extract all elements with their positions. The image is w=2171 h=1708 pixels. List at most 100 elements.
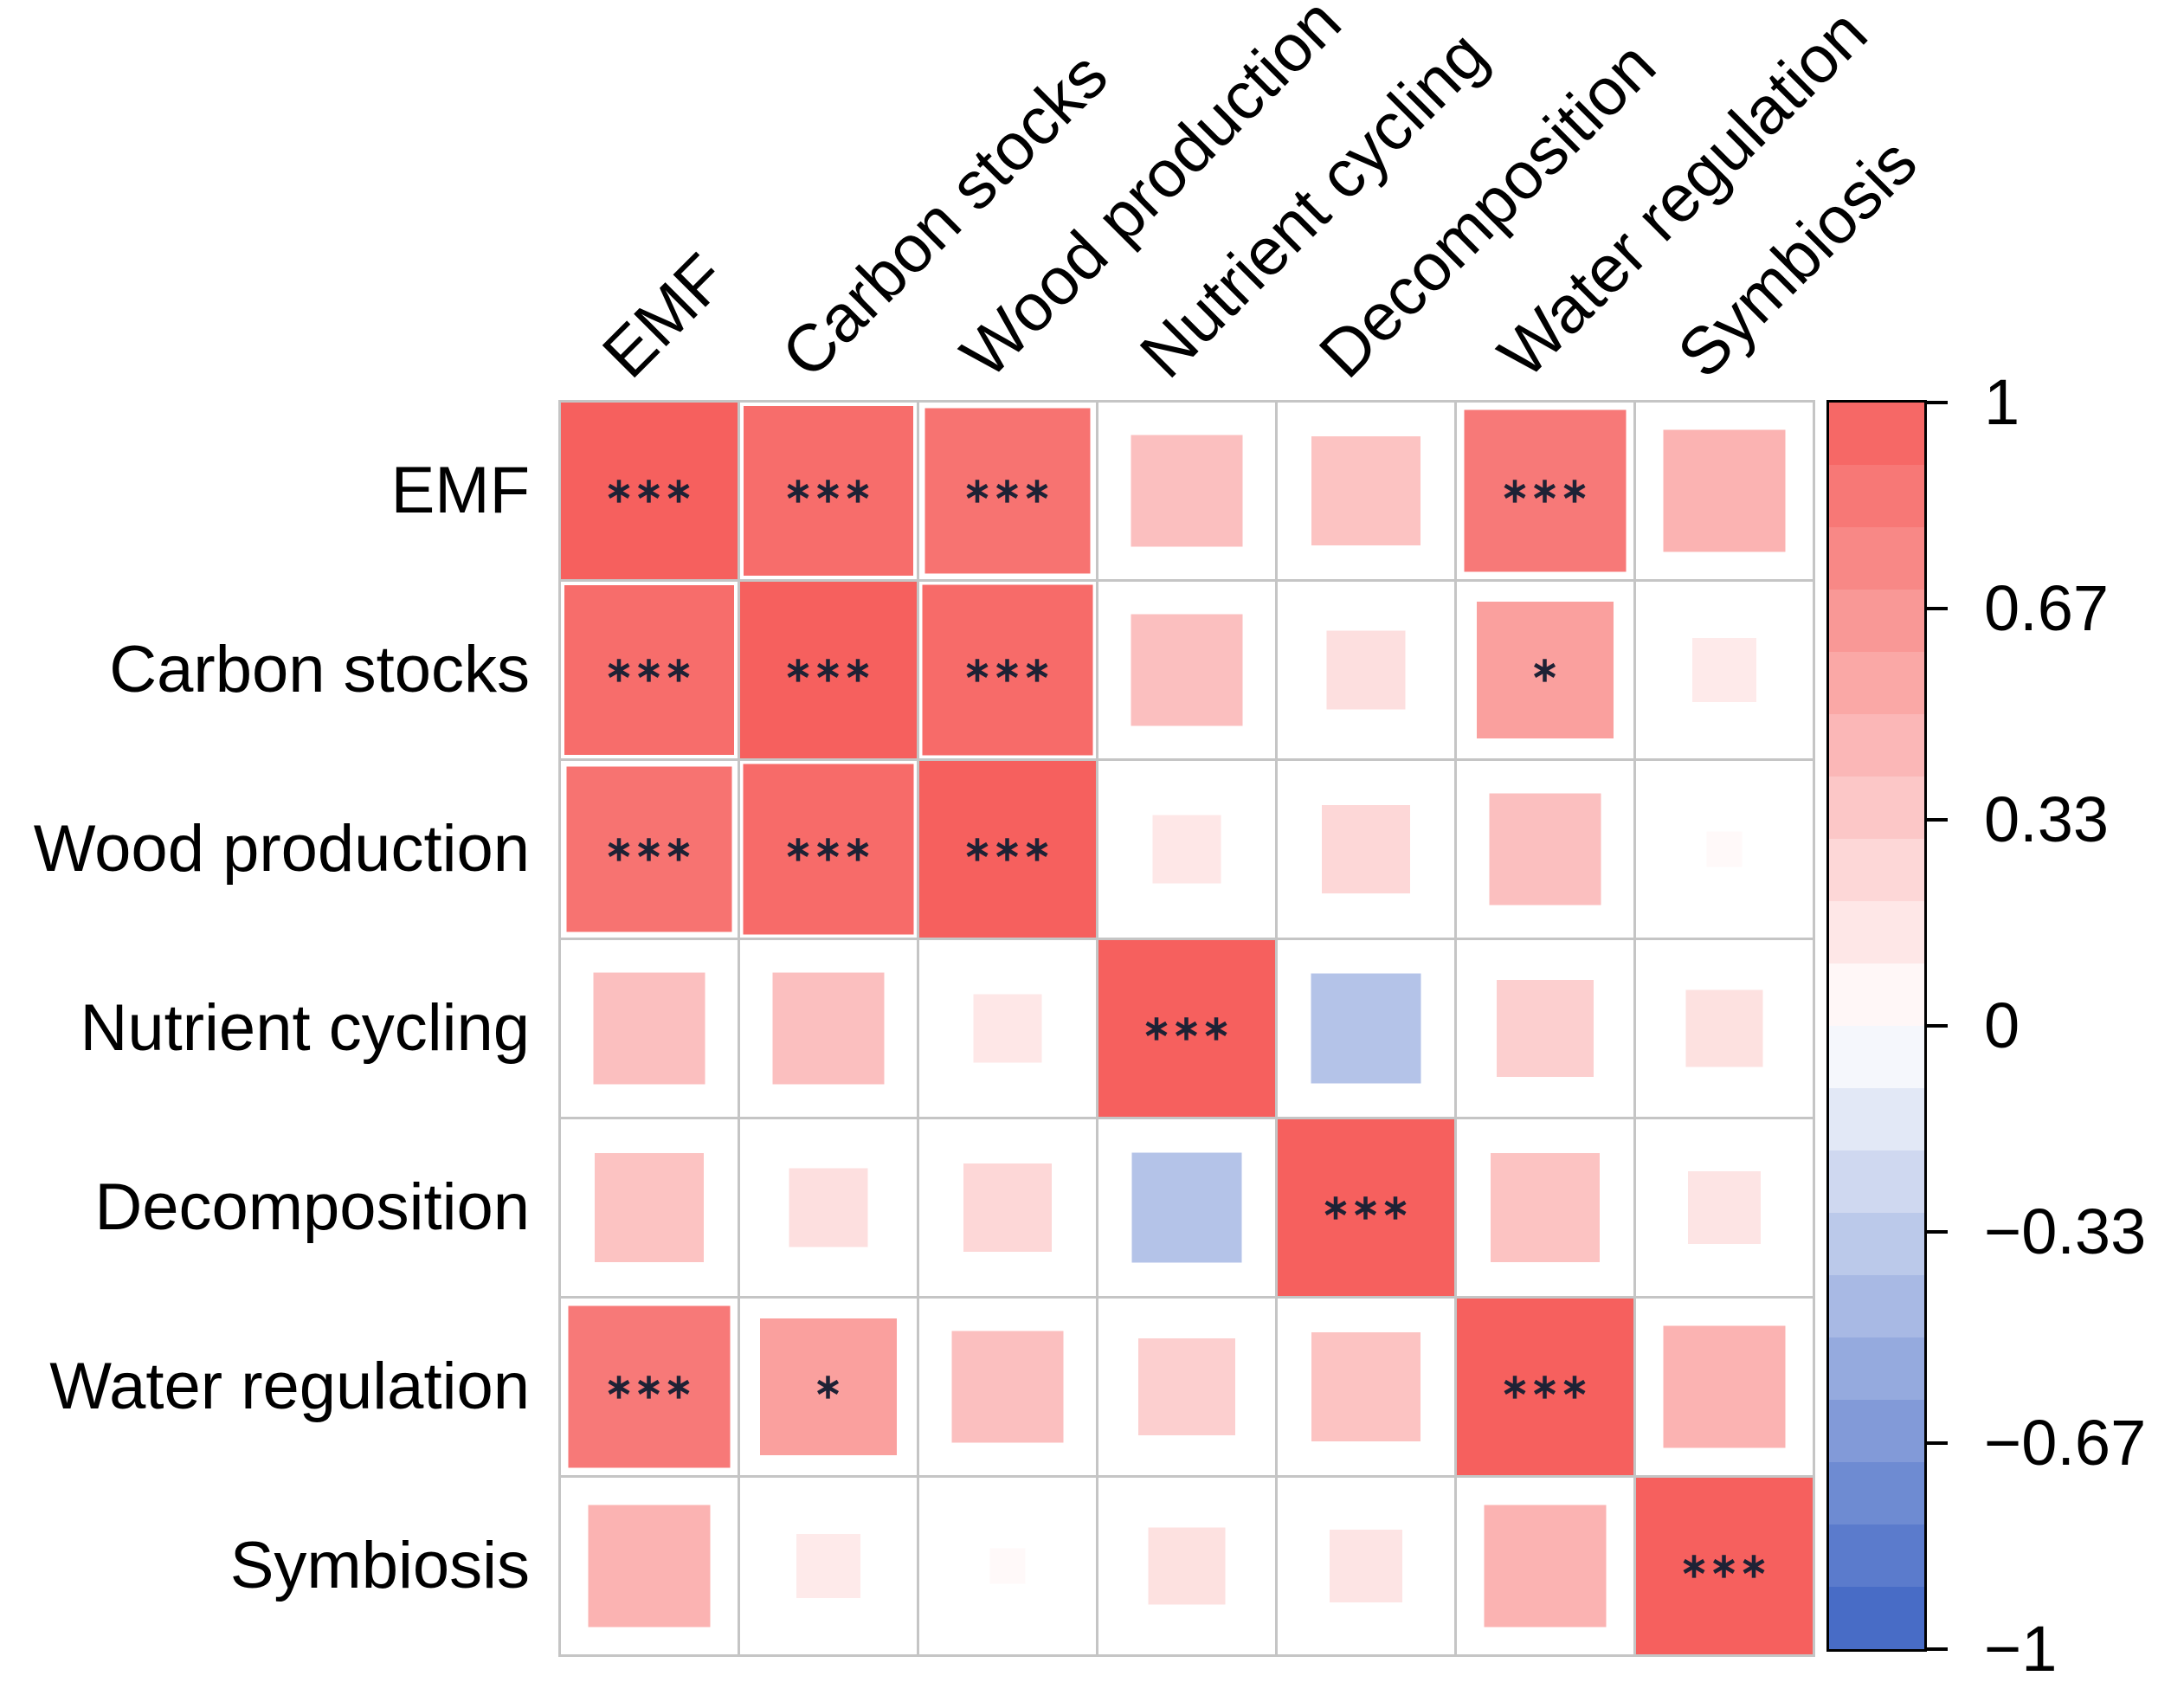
significance-stars: ∗∗∗: [963, 830, 1053, 868]
correlation-square: [1311, 436, 1420, 545]
significance-stars: ∗∗∗: [1142, 1009, 1232, 1047]
correlation-square: [1322, 805, 1410, 893]
colorbar: [1826, 400, 1927, 1652]
matrix-cell-r5c2: [740, 1119, 917, 1296]
matrix-cell-r1c3: ∗∗∗: [919, 403, 1096, 579]
correlation-square: [963, 1163, 1052, 1252]
significance-stars: ∗∗∗: [604, 651, 694, 689]
colorbar-segment: [1829, 777, 1924, 839]
correlation-square: [1457, 1299, 1633, 1475]
correlation-square: [1663, 1325, 1786, 1448]
significance-stars: ∗∗∗: [604, 1368, 694, 1406]
colorbar-tick-label: 0.67: [1984, 571, 2110, 644]
colorbar-segment: [1829, 1524, 1924, 1587]
significance-stars: ∗∗∗: [783, 472, 873, 510]
colorbar-segment: [1829, 527, 1924, 590]
significance-stars: ∗∗∗: [783, 830, 873, 868]
correlation-square: [1131, 435, 1243, 547]
correlation-square: [1311, 973, 1421, 1084]
colorbar-tick-label: −0.33: [1984, 1195, 2147, 1267]
matrix-cell-r4c2: [740, 940, 917, 1117]
correlation-square: [1464, 409, 1627, 572]
matrix-cell-r4c3: [919, 940, 1096, 1117]
colorbar-tick: [1927, 1647, 1948, 1651]
significance-stars: ∗∗∗: [604, 472, 694, 510]
correlation-square: [789, 1168, 868, 1247]
correlation-square: [1491, 1153, 1600, 1262]
matrix-cell-r3c2: ∗∗∗: [740, 761, 917, 938]
matrix-cell-r3c5: [1278, 761, 1454, 938]
matrix-grid: ∗∗∗ ∗∗∗ ∗∗∗ ∗∗∗ ∗∗∗ ∗∗∗ ∗∗∗ ∗ ∗∗∗ ∗∗∗ ∗∗∗ ∗∗∗ ∗∗∗ ∗∗∗…: [558, 400, 1815, 1657]
matrix-cell-r6c5: [1278, 1299, 1454, 1475]
row-label-emf: EMF: [390, 454, 530, 527]
correlation-square: [1489, 793, 1601, 906]
correlation-square: [595, 1153, 704, 1262]
correlation-square: [1311, 1332, 1420, 1441]
matrix-cell-r5c4: [1098, 1119, 1275, 1296]
colorbar-segment: [1829, 964, 1924, 1026]
matrix-cell-r2c7: [1636, 582, 1813, 758]
matrix-cell-r7c2: [740, 1478, 917, 1654]
colorbar-segment: [1829, 1088, 1924, 1150]
correlation-square: [568, 1305, 731, 1468]
matrix-cell-r1c5: [1278, 403, 1454, 579]
matrix-cell-r7c1: [561, 1478, 738, 1654]
correlation-square: [1326, 630, 1406, 710]
matrix-cell-r4c5: [1278, 940, 1454, 1117]
correlation-square: [1278, 1119, 1454, 1296]
correlation-square: [973, 994, 1042, 1063]
correlation-square: [566, 766, 732, 932]
correlation-square: [919, 761, 1096, 938]
colorbar-segment: [1829, 1462, 1924, 1524]
matrix-cell-r2c2: ∗∗∗: [740, 582, 917, 758]
correlation-square: [1497, 980, 1594, 1077]
matrix-cell-r2c4: [1098, 582, 1275, 758]
matrix-cell-r3c3: ∗∗∗: [919, 761, 1096, 938]
correlation-square: [588, 1505, 711, 1627]
correlation-square: [1152, 815, 1221, 884]
correlation-square: [564, 585, 734, 755]
colorbar-tick: [1927, 1024, 1948, 1028]
matrix-cell-r3c1: ∗∗∗: [561, 761, 738, 938]
colorbar-segment: [1829, 590, 1924, 652]
matrix-cell-r3c6: [1457, 761, 1633, 938]
significance-stars: ∗∗∗: [1679, 1547, 1769, 1585]
colorbar-tick: [1927, 606, 1948, 610]
matrix-cell-r2c1: ∗∗∗: [561, 582, 738, 758]
matrix-cell-r1c6: ∗∗∗: [1457, 403, 1633, 579]
colorbar-segment: [1829, 1587, 1924, 1649]
significance-stars: ∗∗∗: [963, 651, 1053, 689]
correlation-square: [1330, 1530, 1402, 1602]
correlation-square: [1706, 831, 1743, 867]
matrix-cell-r3c7: [1636, 761, 1813, 938]
correlation-square: [760, 1318, 897, 1455]
correlation-square: [1477, 602, 1614, 738]
matrix-cell-r1c7: [1636, 403, 1813, 579]
correlation-square: [951, 1331, 1064, 1443]
matrix-cell-r6c1: ∗∗∗: [561, 1299, 738, 1475]
row-label-symbiosis: Symbiosis: [229, 1529, 530, 1602]
matrix-cell-r6c3: [919, 1299, 1096, 1475]
colorbar-tick: [1927, 818, 1948, 822]
column-label-carbon-stocks: Carbon stocks: [768, 38, 1122, 392]
correlation-square: [1636, 1478, 1813, 1654]
correlation-square: [1098, 940, 1275, 1117]
matrix-cell-r6c4: [1098, 1299, 1275, 1475]
colorbar-segment: [1829, 1400, 1924, 1462]
matrix-cell-r4c7: [1636, 940, 1813, 1117]
colorbar-tick-label: 0: [1984, 989, 2020, 1061]
colorbar-segment: [1829, 1026, 1924, 1088]
column-label-emf: EMF: [589, 240, 741, 392]
significance-stars: ∗∗∗: [1500, 472, 1590, 510]
significance-stars: ∗∗∗: [604, 830, 694, 868]
colorbar-segment: [1829, 901, 1924, 964]
colorbar-tick-label: 0.33: [1984, 783, 2110, 856]
matrix-cell-r5c6: [1457, 1119, 1633, 1296]
correlation-square: [1131, 1152, 1242, 1263]
matrix-cell-r6c7: [1636, 1299, 1813, 1475]
row-label-wood-production: Wood production: [33, 812, 530, 886]
matrix-cell-r7c7: ∗∗∗: [1636, 1478, 1813, 1654]
matrix-cell-r7c5: [1278, 1478, 1454, 1654]
colorbar-segment: [1829, 1150, 1924, 1213]
colorbar-tick: [1927, 1229, 1948, 1234]
